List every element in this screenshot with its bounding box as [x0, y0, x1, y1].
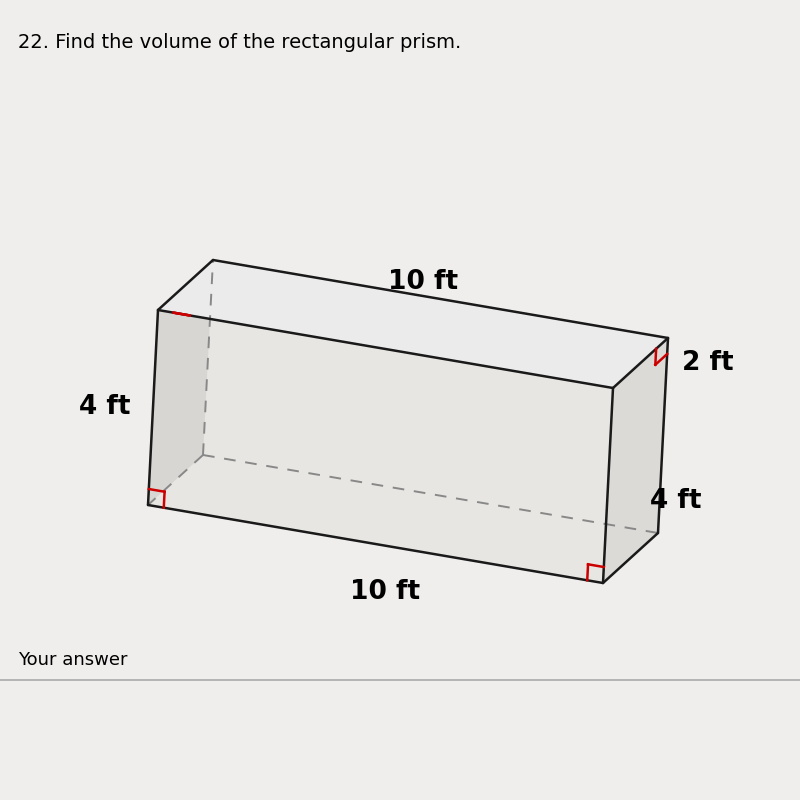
Text: Your answer: Your answer — [18, 651, 127, 669]
Text: 10 ft: 10 ft — [350, 579, 421, 605]
Polygon shape — [148, 260, 213, 505]
Text: 22. Find the volume of the rectangular prism.: 22. Find the volume of the rectangular p… — [18, 33, 462, 51]
Text: 2 ft: 2 ft — [682, 350, 734, 376]
Polygon shape — [148, 310, 613, 583]
Polygon shape — [603, 338, 668, 583]
Text: 4 ft: 4 ft — [650, 487, 702, 514]
Text: 10 ft: 10 ft — [388, 269, 458, 295]
Polygon shape — [158, 260, 668, 388]
Text: 4 ft: 4 ft — [79, 394, 130, 421]
Polygon shape — [148, 455, 658, 583]
